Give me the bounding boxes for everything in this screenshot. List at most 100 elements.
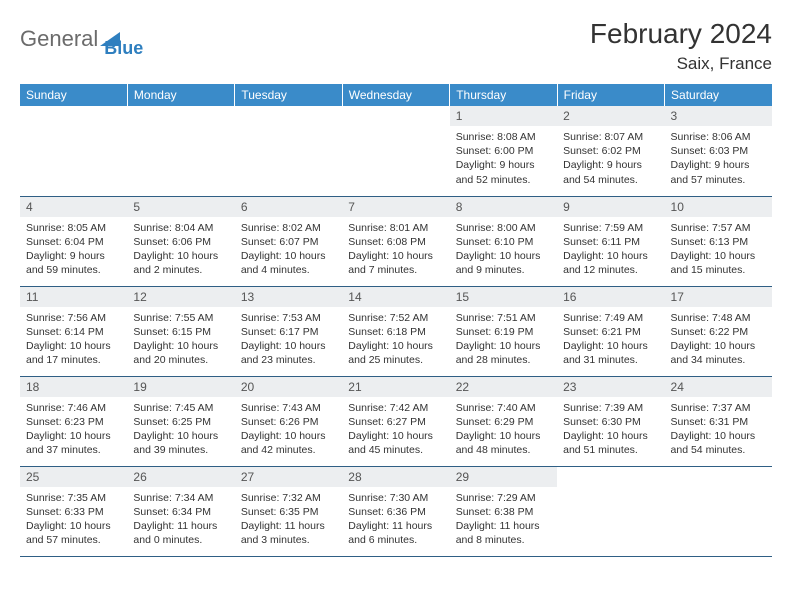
day-number: 9 xyxy=(557,197,664,217)
sunrise-value: 7:32 AM xyxy=(282,492,321,504)
sunrise-label: Sunrise: xyxy=(241,312,282,324)
sunset-label: Sunset: xyxy=(26,416,65,428)
day-data: Sunrise: 8:07 AMSunset: 6:02 PMDaylight:… xyxy=(557,126,664,193)
day-number: 23 xyxy=(557,377,664,397)
calendar-cell: 16Sunrise: 7:49 AMSunset: 6:21 PMDayligh… xyxy=(557,286,664,376)
day-number: 5 xyxy=(127,197,234,217)
sunrise-label: Sunrise: xyxy=(133,312,174,324)
sunset-value: 6:22 PM xyxy=(709,326,748,338)
day-number: 15 xyxy=(450,287,557,307)
day-data: Sunrise: 7:32 AMSunset: 6:35 PMDaylight:… xyxy=(235,487,342,554)
day-number: 18 xyxy=(20,377,127,397)
sunrise-label: Sunrise: xyxy=(348,222,389,234)
sunset-label: Sunset: xyxy=(456,416,495,428)
sunset-label: Sunset: xyxy=(26,326,65,338)
sunset-label: Sunset: xyxy=(671,416,710,428)
sunrise-value: 7:51 AM xyxy=(497,312,536,324)
sunrise-label: Sunrise: xyxy=(348,492,389,504)
sunset-label: Sunset: xyxy=(671,236,710,248)
day-number: 8 xyxy=(450,197,557,217)
sunset-value: 6:02 PM xyxy=(602,145,641,157)
sunset-value: 6:21 PM xyxy=(602,326,641,338)
sunset-label: Sunset: xyxy=(241,236,280,248)
sunset-value: 6:38 PM xyxy=(494,506,533,518)
day-data: Sunrise: 7:29 AMSunset: 6:38 PMDaylight:… xyxy=(450,487,557,554)
sunset-value: 6:10 PM xyxy=(494,236,533,248)
daylight-label: Daylight: xyxy=(456,340,500,352)
day-number: 17 xyxy=(665,287,772,307)
sunrise-label: Sunrise: xyxy=(563,222,604,234)
sunset-label: Sunset: xyxy=(241,326,280,338)
sunrise-value: 7:37 AM xyxy=(712,402,751,414)
sunset-value: 6:33 PM xyxy=(65,506,104,518)
sunset-value: 6:30 PM xyxy=(602,416,641,428)
calendar-cell: 23Sunrise: 7:39 AMSunset: 6:30 PMDayligh… xyxy=(557,376,664,466)
day-number: 4 xyxy=(20,197,127,217)
sunrise-value: 7:56 AM xyxy=(67,312,106,324)
calendar-cell xyxy=(557,466,664,556)
sunset-value: 6:06 PM xyxy=(172,236,211,248)
day-number: 19 xyxy=(127,377,234,397)
calendar-cell: 25Sunrise: 7:35 AMSunset: 6:33 PMDayligh… xyxy=(20,466,127,556)
sunset-value: 6:08 PM xyxy=(387,236,426,248)
day-data: Sunrise: 8:00 AMSunset: 6:10 PMDaylight:… xyxy=(450,217,557,284)
daylight-label: Daylight: xyxy=(671,250,715,262)
sunrise-value: 7:46 AM xyxy=(67,402,106,414)
sunrise-label: Sunrise: xyxy=(133,402,174,414)
day-data: Sunrise: 7:49 AMSunset: 6:21 PMDaylight:… xyxy=(557,307,664,374)
sunrise-label: Sunrise: xyxy=(563,131,604,143)
day-number: 11 xyxy=(20,287,127,307)
day-data: Sunrise: 7:39 AMSunset: 6:30 PMDaylight:… xyxy=(557,397,664,464)
sunrise-value: 7:34 AM xyxy=(175,492,214,504)
day-data: Sunrise: 7:45 AMSunset: 6:25 PMDaylight:… xyxy=(127,397,234,464)
sunrise-value: 8:00 AM xyxy=(497,222,536,234)
day-number: 24 xyxy=(665,377,772,397)
sunrise-label: Sunrise: xyxy=(671,222,712,234)
calendar-cell: 14Sunrise: 7:52 AMSunset: 6:18 PMDayligh… xyxy=(342,286,449,376)
daylight-label: Daylight: xyxy=(671,159,715,171)
sunset-value: 6:13 PM xyxy=(709,236,748,248)
sunset-value: 6:14 PM xyxy=(65,326,104,338)
dayhead-sun: Sunday xyxy=(20,84,127,106)
day-number: 21 xyxy=(342,377,449,397)
dayhead-fri: Friday xyxy=(557,84,664,106)
day-number: 13 xyxy=(235,287,342,307)
sunset-value: 6:07 PM xyxy=(279,236,318,248)
sunset-label: Sunset: xyxy=(348,506,387,518)
sunset-value: 6:11 PM xyxy=(602,236,640,248)
sunrise-label: Sunrise: xyxy=(348,312,389,324)
dayhead-thu: Thursday xyxy=(450,84,557,106)
sunrise-label: Sunrise: xyxy=(563,312,604,324)
sunrise-value: 8:07 AM xyxy=(605,131,644,143)
day-data: Sunrise: 7:35 AMSunset: 6:33 PMDaylight:… xyxy=(20,487,127,554)
calendar-cell: 18Sunrise: 7:46 AMSunset: 6:23 PMDayligh… xyxy=(20,376,127,466)
dayhead-tue: Tuesday xyxy=(235,84,342,106)
sunrise-value: 7:35 AM xyxy=(67,492,106,504)
daylight-label: Daylight: xyxy=(456,520,500,532)
sunrise-value: 7:55 AM xyxy=(175,312,214,324)
calendar-cell: 6Sunrise: 8:02 AMSunset: 6:07 PMDaylight… xyxy=(235,196,342,286)
day-data: Sunrise: 7:42 AMSunset: 6:27 PMDaylight:… xyxy=(342,397,449,464)
day-data: Sunrise: 7:43 AMSunset: 6:26 PMDaylight:… xyxy=(235,397,342,464)
sunset-label: Sunset: xyxy=(26,506,65,518)
daylight-label: Daylight: xyxy=(563,340,607,352)
day-number: 2 xyxy=(557,106,664,126)
sunrise-label: Sunrise: xyxy=(26,402,67,414)
calendar-header-row: Sunday Monday Tuesday Wednesday Thursday… xyxy=(20,84,772,106)
sunset-value: 6:36 PM xyxy=(387,506,426,518)
daylight-label: Daylight: xyxy=(133,430,177,442)
dayhead-sat: Saturday xyxy=(665,84,772,106)
sunset-value: 6:00 PM xyxy=(494,145,533,157)
daylight-label: Daylight: xyxy=(26,250,70,262)
sunrise-label: Sunrise: xyxy=(26,222,67,234)
day-number: 29 xyxy=(450,467,557,487)
daylight-label: Daylight: xyxy=(348,430,392,442)
sunset-value: 6:35 PM xyxy=(279,506,318,518)
daylight-label: Daylight: xyxy=(241,250,285,262)
brand-part1: General xyxy=(20,26,98,52)
calendar-cell: 29Sunrise: 7:29 AMSunset: 6:38 PMDayligh… xyxy=(450,466,557,556)
daylight-label: Daylight: xyxy=(456,250,500,262)
day-number: 14 xyxy=(342,287,449,307)
sunrise-value: 7:30 AM xyxy=(390,492,429,504)
sunrise-value: 7:59 AM xyxy=(605,222,644,234)
